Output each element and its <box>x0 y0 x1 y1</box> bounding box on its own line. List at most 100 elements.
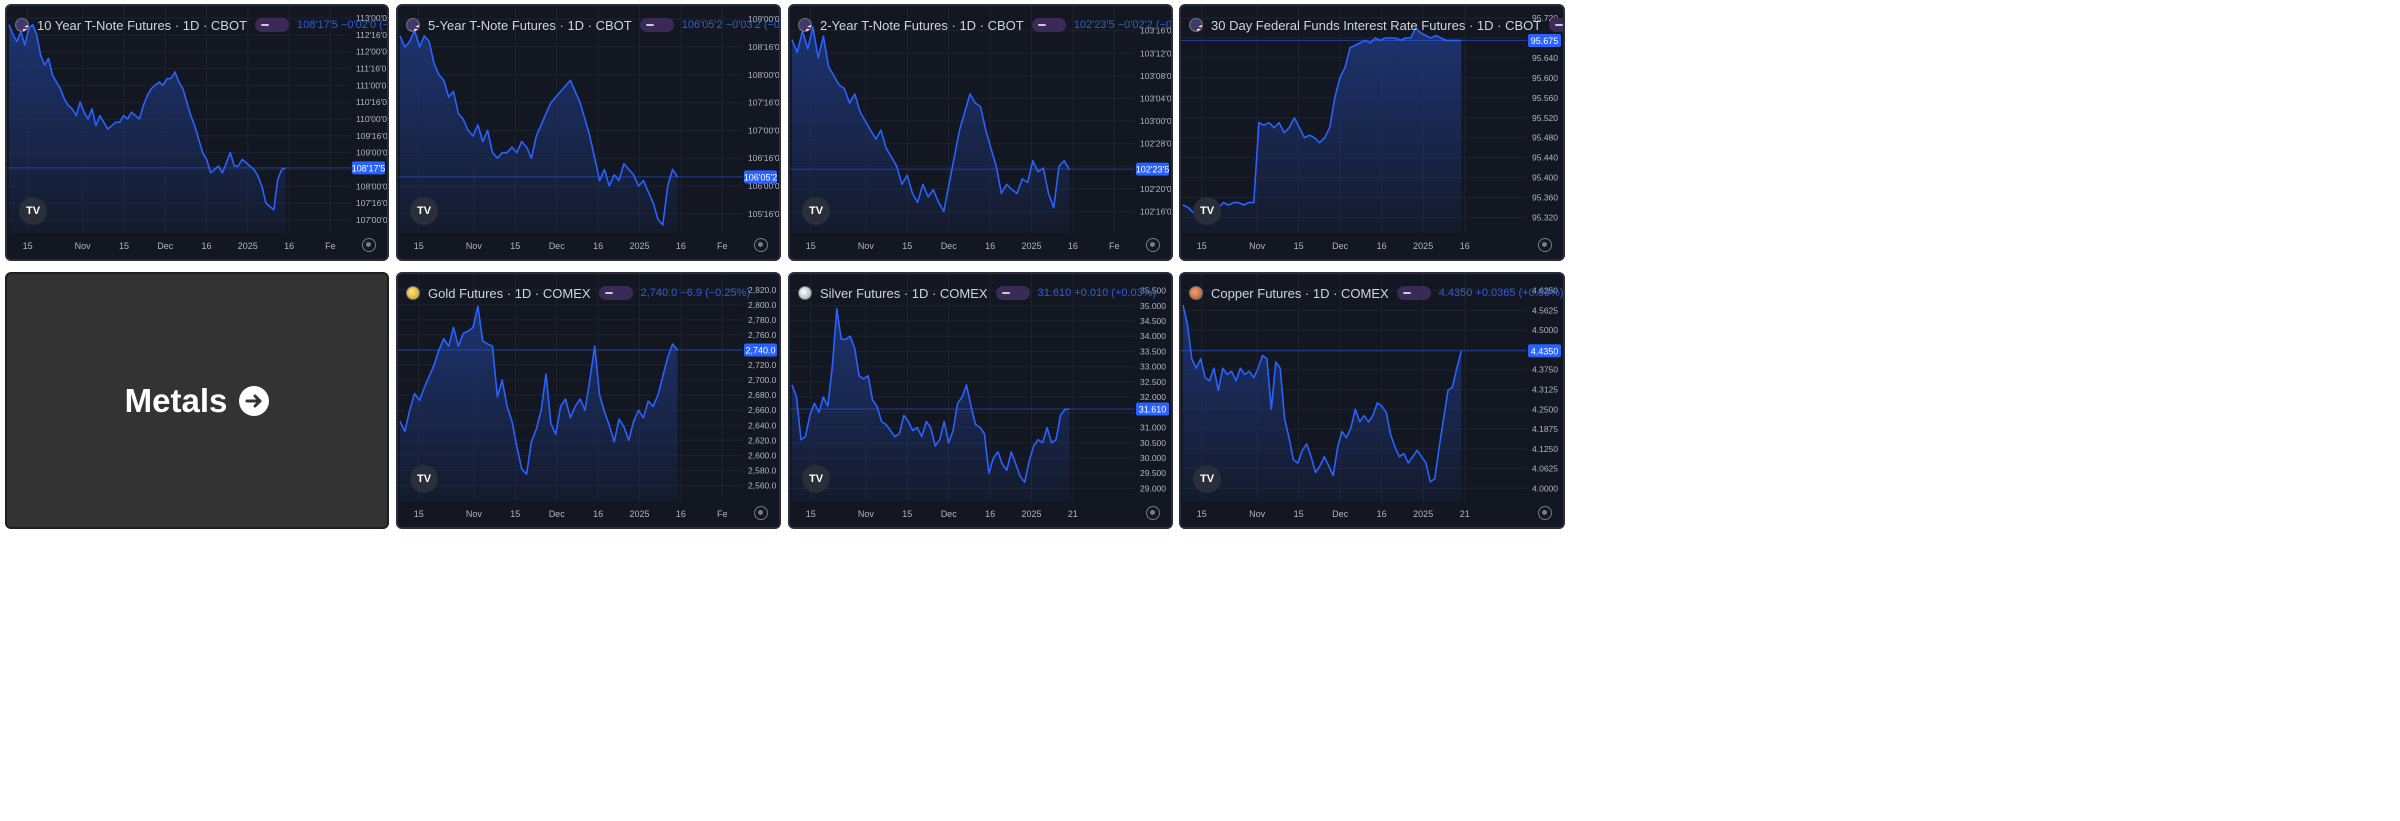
chart-svg[interactable]: 113'00'0 112'16'0 112'00'0 111'16'0 111'00'0… <box>7 6 387 259</box>
y-tick-label: 4.5000 <box>1532 325 1558 335</box>
y-tick-label: 102'20'0 <box>1140 184 1171 194</box>
x-tick-label: 2025 <box>1413 241 1433 251</box>
settings-gear-icon[interactable] <box>1146 238 1160 252</box>
x-tick-label: Dec <box>1332 241 1349 251</box>
y-tick-label: 95.560 <box>1532 93 1558 103</box>
chart-panel-fed-funds[interactable]: 95.720 95.640 95.600 95.560 95.520 95.480 95.4… <box>1179 4 1565 261</box>
last-price-label: 31.610 <box>1139 404 1167 414</box>
tradingview-logo-icon[interactable]: TV <box>410 197 438 225</box>
settings-gear-icon[interactable] <box>1538 506 1552 520</box>
x-tick-label: Nov <box>75 241 92 251</box>
tradingview-logo-icon[interactable]: TV <box>802 465 830 493</box>
chart-panel-5-year-t-note[interactable]: 109'00'0 108'16'0 108'00'0 107'16'0 107'00'0… <box>396 4 781 261</box>
x-tick-label: 16 <box>593 509 603 519</box>
tradingview-logo-icon[interactable]: TV <box>410 465 438 493</box>
collapse-toggle[interactable] <box>1549 18 1563 32</box>
tradingview-logo-icon[interactable]: TV <box>802 197 830 225</box>
y-tick-label: 2,780.0 <box>748 315 777 325</box>
y-tick-label: 105'16'0 <box>748 209 779 219</box>
chart-panel-copper[interactable]: 4.6250 4.5625 4.5000 4.3750 4.3125 4.2500 4.18… <box>1179 272 1565 529</box>
x-tick-label: Nov <box>858 509 875 519</box>
collapse-toggle[interactable] <box>1031 18 1066 32</box>
metals-link-panel[interactable]: Metals <box>5 272 389 529</box>
settings-gear-icon[interactable] <box>362 238 376 252</box>
chart-panel-10-year-t-note[interactable]: 113'00'0 112'16'0 112'00'0 111'16'0 111'00'0… <box>5 4 389 261</box>
last-price-badge <box>1528 344 1561 358</box>
series-line <box>1182 304 1463 483</box>
y-tick-label: 32.000 <box>1140 392 1166 402</box>
series-area-fill <box>792 308 1070 501</box>
settings-gear-icon[interactable] <box>754 238 768 252</box>
chart-svg[interactable]: 2,820.0 2,800.0 2,780.0 2,760.0 2,720.0 2,700… <box>398 274 779 527</box>
tradingview-logo-icon[interactable]: TV <box>19 197 47 225</box>
y-tick-label: 102'16'0 <box>1140 206 1171 216</box>
x-tick-label: 15 <box>806 509 816 519</box>
y-tick-label: 95.400 <box>1532 173 1558 183</box>
y-tick-label: 4.1250 <box>1532 444 1558 454</box>
chart-panel-2-year-t-note[interactable]: 103'16'0 103'12'0 103'08'0 103'04'0 103'00'0… <box>788 4 1173 261</box>
x-tick-label: 16 <box>1377 509 1387 519</box>
chart-title: 10 Year T-Note Futures · 1D · CBOT <box>37 17 248 33</box>
x-tick-label: 15 <box>1294 509 1304 519</box>
x-tick-label: 16 <box>985 241 995 251</box>
chart-header: 2-Year T-Note Futures · 1D · CBOT 102'23'… <box>798 14 1171 36</box>
chart-svg[interactable]: 109'00'0 108'16'0 108'00'0 107'16'0 107'00'0… <box>398 6 779 259</box>
y-tick-label: 111'16'0 <box>356 63 387 73</box>
y-tick-label: 108'16'0 <box>748 42 779 52</box>
x-tick-label: 15 <box>414 509 424 519</box>
settings-gear-icon[interactable] <box>754 506 768 520</box>
collapse-toggle[interactable] <box>255 18 290 32</box>
us-flag-icon <box>1189 18 1203 32</box>
x-tick-label: Dec <box>1332 509 1349 519</box>
y-tick-label: 4.2500 <box>1532 404 1558 414</box>
chart-svg[interactable]: 35.500 35.000 34.500 34.000 33.500 33.000 32.5… <box>790 274 1171 527</box>
x-tick-label: Nov <box>466 241 483 251</box>
chart-panel-gold[interactable]: 2,820.0 2,800.0 2,780.0 2,760.0 2,720.0 2,700… <box>396 272 781 529</box>
x-tick-label: 15 <box>806 241 816 251</box>
tradingview-logo-icon[interactable]: TV <box>1193 197 1221 225</box>
y-tick-label: 95.520 <box>1532 113 1558 123</box>
last-price-badge <box>1136 402 1169 416</box>
tradingview-logo-icon[interactable]: TV <box>1193 465 1221 493</box>
y-tick-label: 2,580.0 <box>748 465 777 475</box>
settings-gear-icon[interactable] <box>1146 506 1160 520</box>
last-price-badge <box>744 343 777 357</box>
x-tick-label: 16 <box>202 241 212 251</box>
price-quote: 31.610 +0.010 (+0.03%) <box>1037 287 1157 299</box>
collapse-toggle[interactable] <box>639 18 674 32</box>
chart-svg[interactable]: 95.720 95.640 95.600 95.560 95.520 95.480 95.4… <box>1181 6 1563 259</box>
x-tick-label: Fe <box>1109 241 1120 251</box>
x-tick-label: Nov <box>1249 509 1266 519</box>
x-tick-label: Fe <box>325 241 336 251</box>
series-line <box>1182 27 1462 214</box>
x-tick-label: 15 <box>1197 509 1207 519</box>
y-tick-label: 35.500 <box>1140 286 1166 296</box>
settings-gear-icon[interactable] <box>1538 238 1552 252</box>
us-flag-icon <box>15 18 29 32</box>
y-tick-label: 107'16'0 <box>356 198 387 208</box>
x-tick-label: Dec <box>549 509 566 519</box>
y-tick-label: 107'00'0 <box>356 215 387 225</box>
x-tick-label: 16 <box>593 241 603 251</box>
y-tick-label: 2,660.0 <box>748 405 777 415</box>
chart-panel-silver[interactable]: 35.500 35.000 34.500 34.000 33.500 33.000 32.5… <box>788 272 1173 529</box>
series-line <box>399 29 679 226</box>
chart-title: Silver Futures · 1D · COMEX <box>820 285 988 301</box>
x-tick-label: Dec <box>941 241 958 251</box>
collapse-toggle[interactable] <box>995 286 1030 300</box>
chart-header: 5-Year T-Note Futures · 1D · CBOT 106'05'… <box>406 14 779 36</box>
chart-svg[interactable]: 103'16'0 103'12'0 103'08'0 103'04'0 103'00'0… <box>790 6 1171 259</box>
collapse-toggle[interactable] <box>598 286 633 300</box>
y-tick-label: 110'00'0 <box>356 114 387 124</box>
x-tick-label: 2025 <box>629 509 649 519</box>
x-tick-label: 21 <box>1068 509 1078 519</box>
y-tick-label: 4.3125 <box>1532 385 1558 395</box>
y-tick-label: 102'28'0 <box>1140 139 1171 149</box>
chart-header: Silver Futures · 1D · COMEX 31.610 +0.010… <box>798 282 1156 304</box>
collapse-toggle[interactable] <box>1396 286 1431 300</box>
y-tick-label: 2,680.0 <box>748 390 777 400</box>
chart-svg[interactable]: 4.6250 4.5625 4.5000 4.3750 4.3125 4.2500 4.18… <box>1181 274 1563 527</box>
x-tick-label: Dec <box>941 509 958 519</box>
us-flag-icon <box>798 18 812 32</box>
last-price-label: 102'23'5 <box>1136 165 1169 175</box>
